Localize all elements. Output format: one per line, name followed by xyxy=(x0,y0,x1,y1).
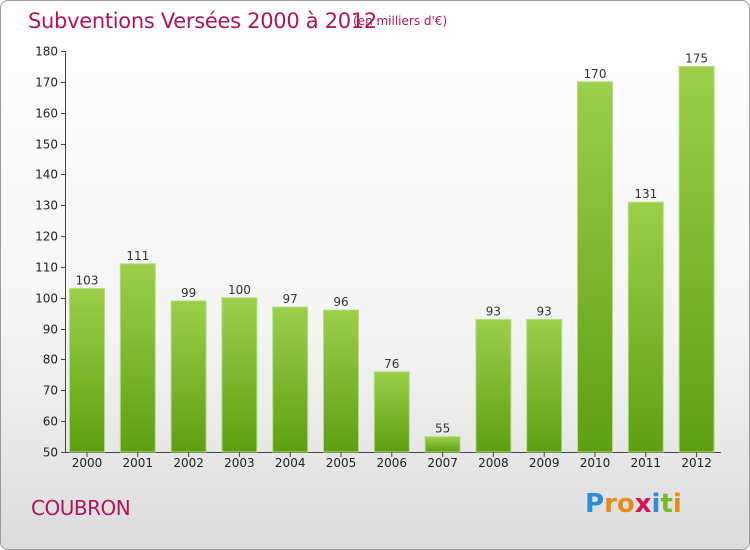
x-tick-label: 2004 xyxy=(275,456,306,470)
y-tick-label: 150 xyxy=(35,138,58,152)
bar-value-label: 103 xyxy=(76,274,99,288)
x-tick-label: 2012 xyxy=(681,456,712,470)
bar-value-label: 170 xyxy=(584,67,607,81)
bar-value-label: 131 xyxy=(634,187,657,201)
bar-2005 xyxy=(323,309,359,453)
chart-subtitle: (en milliers d'€) xyxy=(353,14,448,28)
logo-letter: x xyxy=(634,489,652,519)
y-tick-label: 160 xyxy=(35,107,58,121)
chart-title: Subventions Versées 2000 à 2012 xyxy=(28,9,377,33)
x-tick-label: 2006 xyxy=(377,456,408,470)
proxiti-logo: Proxiti xyxy=(585,489,682,519)
logo-letter: i xyxy=(672,489,682,519)
x-tick-label: 2002 xyxy=(173,456,204,470)
bar-2006 xyxy=(373,371,410,453)
y-tick-label: 170 xyxy=(35,76,58,90)
x-tick-label: 2009 xyxy=(529,456,560,470)
y-tick-label: 180 xyxy=(35,45,58,59)
logo-letter: o xyxy=(616,489,635,519)
y-tick-label: 60 xyxy=(43,415,58,429)
bar-value-label: 99 xyxy=(181,286,196,300)
x-tick-label: 2008 xyxy=(478,456,509,470)
bar-2000 xyxy=(69,288,105,453)
y-tick-label: 100 xyxy=(35,292,58,306)
bar-value-label: 97 xyxy=(283,292,298,306)
bar-2004 xyxy=(272,306,309,453)
y-tick-label: 120 xyxy=(35,230,58,244)
bar-2010 xyxy=(577,81,613,453)
bar-2008 xyxy=(475,318,512,453)
x-tick-label: 2011 xyxy=(631,456,662,470)
x-tick-label: 2005 xyxy=(326,456,357,470)
y-tick-label: 80 xyxy=(43,353,58,367)
x-tick-label: 2000 xyxy=(72,456,103,470)
bar-value-label: 100 xyxy=(228,283,251,297)
y-tick-label: 50 xyxy=(43,446,58,460)
bar-value-label: 55 xyxy=(435,422,450,436)
bar-value-label: 175 xyxy=(685,51,708,65)
logo-letter: P xyxy=(585,489,605,519)
bar-value-label: 96 xyxy=(333,295,348,309)
bar-2011 xyxy=(627,201,664,453)
y-tick-label: 140 xyxy=(35,168,58,182)
y-tick-label: 70 xyxy=(43,384,58,398)
commune-name: COUBRON xyxy=(31,496,131,520)
y-tick-label: 110 xyxy=(35,261,58,275)
x-tick-label: 2001 xyxy=(123,456,154,470)
logo-letter: t xyxy=(660,489,673,519)
logo-letter: r xyxy=(604,489,617,519)
bar-2012 xyxy=(678,65,715,453)
x-tick-label: 2010 xyxy=(580,456,611,470)
bar-value-label: 93 xyxy=(486,304,501,318)
bar-2003 xyxy=(221,297,258,453)
bar-2002 xyxy=(170,300,207,453)
bar-2009 xyxy=(526,318,563,453)
bar-2001 xyxy=(119,263,156,453)
x-tick-label: 2003 xyxy=(224,456,255,470)
bar-value-label: 111 xyxy=(126,249,149,263)
bar-value-label: 76 xyxy=(384,357,399,371)
bar-value-label: 93 xyxy=(537,304,552,318)
y-tick-label: 130 xyxy=(35,199,58,213)
x-tick-label: 2007 xyxy=(427,456,458,470)
y-tick-label: 90 xyxy=(43,323,58,337)
bar-2007 xyxy=(424,436,461,453)
logo-letter: i xyxy=(651,489,661,519)
